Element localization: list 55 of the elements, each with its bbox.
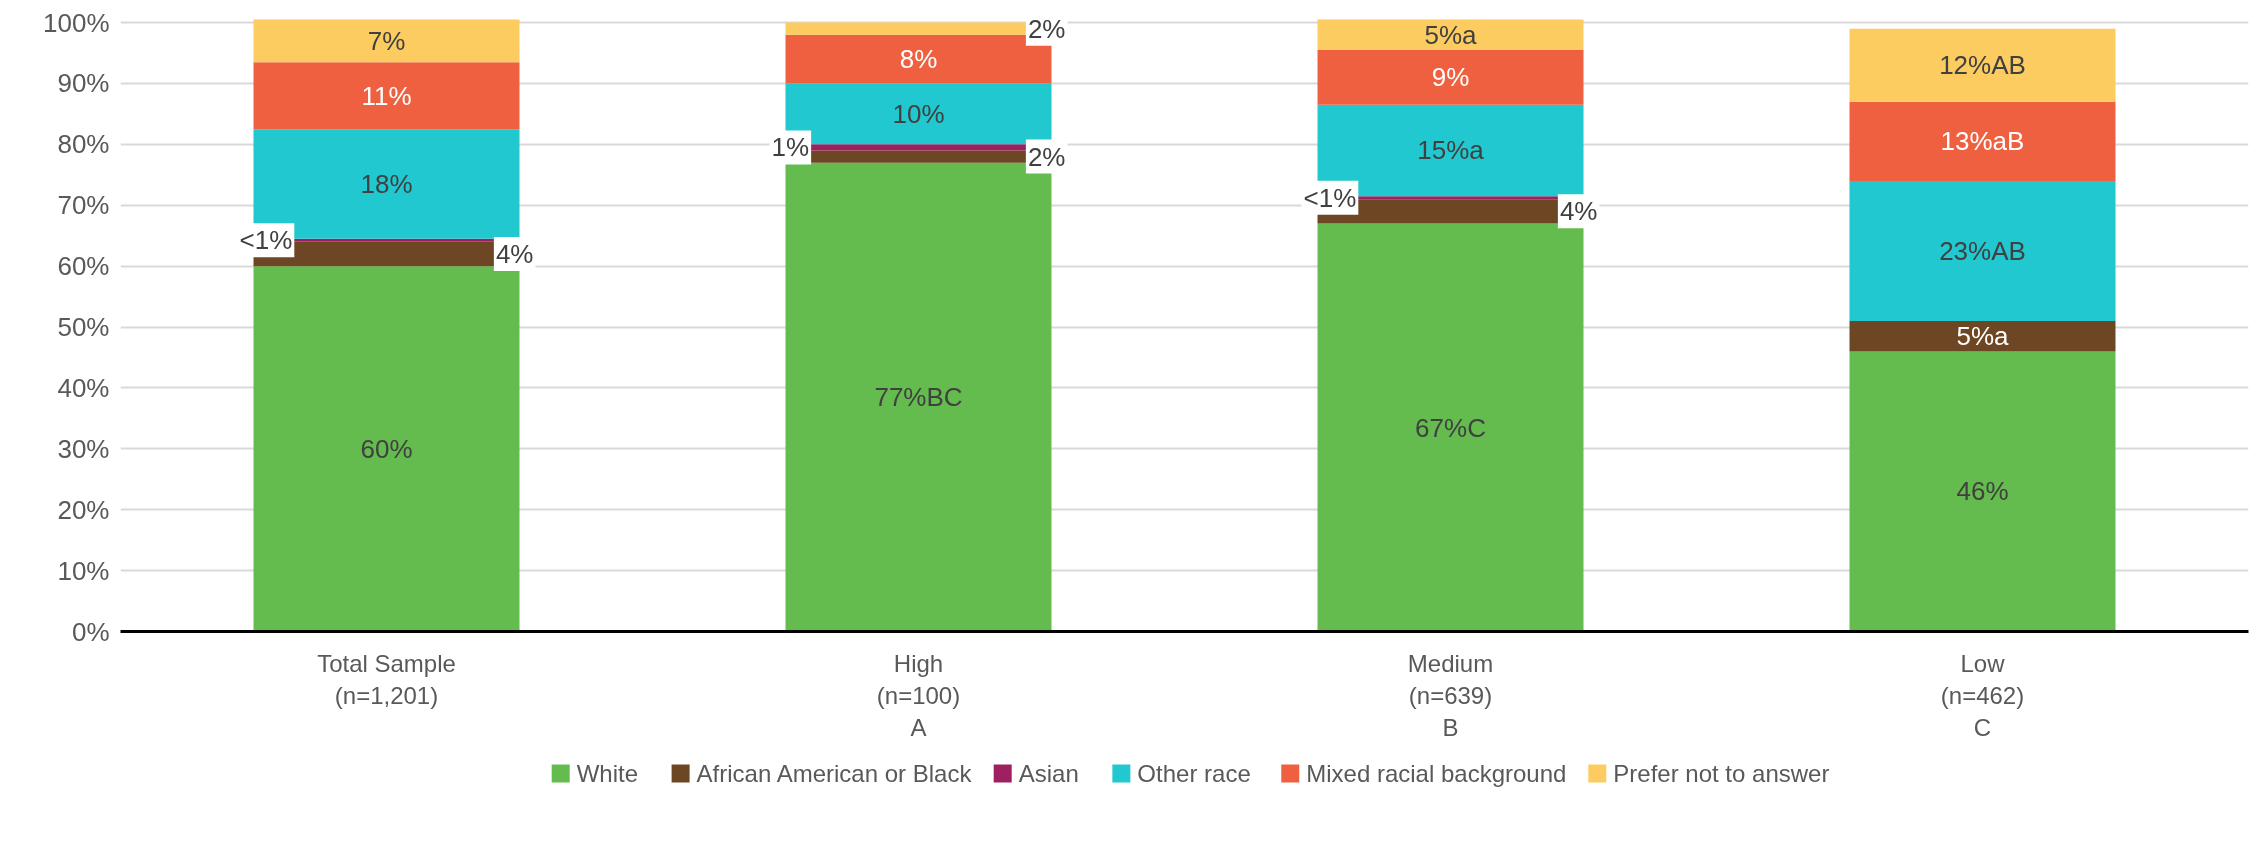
legend-label: African American or Black [696,760,973,787]
data-label: 46% [1956,476,2009,507]
data-label: 60% [360,433,413,464]
data-label: 5%a [1424,19,1478,50]
data-label: 4% [1559,196,1598,227]
legend-label: Mixed racial background [1306,760,1567,787]
x-tick-label: Low (n=462) C [1940,649,2025,742]
data-label: 5%a [1956,321,2010,352]
bar [1849,320,2116,352]
legend-label: White [576,760,639,787]
data-label: 7% [367,25,406,56]
y-tick-label: 20% [57,494,110,525]
data-label: 8% [899,44,938,75]
y-tick-label: 40% [57,372,110,403]
data-label: 12%AB [1939,50,2026,81]
bar [253,62,520,130]
data-label: <1% [1303,182,1357,213]
y-tick-label: 80% [57,129,110,160]
legend-label: Prefer not to answer [1613,760,1830,787]
y-tick-label: 50% [57,312,110,343]
y-tick-label: 100% [43,7,110,38]
y-tick-label: 60% [57,251,110,282]
x-tick-label: High (n=100) A [876,649,961,742]
data-label: 2% [1027,141,1066,172]
data-label: 4% [495,238,534,269]
data-label: 77%BC [874,382,963,413]
bar [1317,223,1584,632]
data-label: 2% [1027,13,1066,44]
bar [1849,351,2116,632]
data-label: 11% [361,80,412,111]
x-tick-label: Total Sample (n=1,201) [317,649,456,709]
y-tick-label: 10% [57,555,110,586]
legend-label: Other race [1137,760,1251,787]
data-label: 18% [360,168,413,199]
data-label: 10% [892,98,945,129]
bar [1317,19,1584,50]
bar [253,266,520,632]
data-label: 9% [1431,62,1470,93]
data-label: <1% [239,225,293,256]
y-tick-label: 0% [71,616,110,647]
bar [1849,101,2116,181]
legend-label: Asian [1018,760,1079,787]
x-tick-label: Medium (n=639) B [1407,649,1494,742]
bar [1849,28,2116,102]
bar [1317,49,1584,105]
y-tick-label: 30% [57,433,110,464]
y-tick-label: 90% [57,68,110,99]
bar [253,19,520,63]
data-label: 13%aB [1940,126,2025,157]
bar [1849,180,2116,321]
data-label: 15%a [1417,135,1485,166]
data-label: 67%C [1415,412,1486,443]
data-label: 1% [771,132,810,163]
y-tick-label: 70% [57,190,110,221]
data-label: 23%AB [1939,235,2026,266]
